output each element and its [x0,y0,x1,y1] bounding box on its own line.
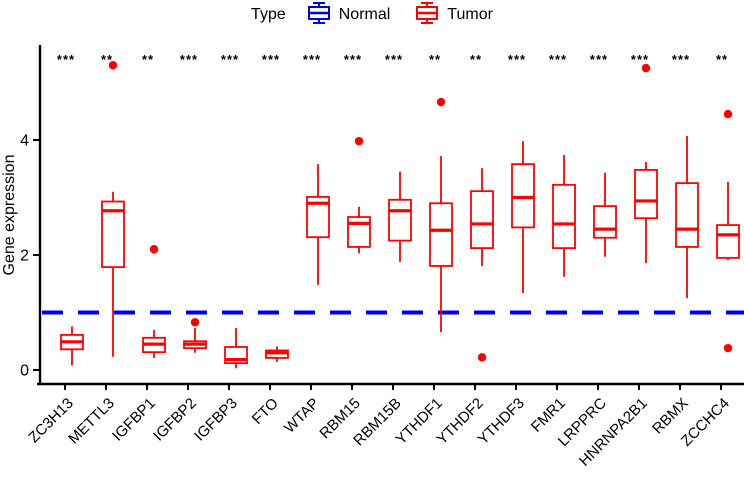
box-ZC3H13 [60,326,84,366]
iqr-box [470,190,494,250]
iqr-box [511,163,535,229]
tumor-boxplot-icon [416,1,439,24]
x-tick-label-IGFBP2: IGFBP2 [150,395,200,445]
significance-label-FTO: *** [262,52,280,67]
outlier-dot [436,97,446,107]
box-RBM15 [347,136,371,254]
significance-label-YTHDF2: ** [470,52,482,67]
box-FMR1 [552,154,576,277]
x-tick-label-IGFBP1: IGFBP1 [109,395,159,445]
box-RBMX [675,135,699,299]
iqr-box [675,182,699,248]
legend-label-normal: Normal [338,6,391,23]
box-WTAP [306,164,330,285]
x-tick-label-FTO: FTO [249,395,282,428]
significance-label-IGFBP3: *** [221,52,239,67]
box-IGFBP1 [142,245,166,358]
outlier-dot [723,343,733,353]
iqr-box [306,196,330,239]
box-HNRNPA2B1 [634,63,658,264]
box-FTO [265,346,289,362]
box-RBM15B [388,171,412,262]
iqr-box [388,198,412,242]
box-IGFBP3 [224,328,248,369]
box-YTHDF2 [470,168,494,362]
iqr-box [593,205,617,239]
significance-label-IGFBP1: ** [142,52,154,67]
box-YTHDF3 [511,141,535,293]
box-LRPPRC [593,172,617,257]
legend-entry-tumor: Tumor [414,1,493,30]
significance-label-METTL3: ** [101,52,113,67]
significance-label-RBM15B: *** [385,52,403,67]
significance-label-ZC3H13: *** [57,52,75,67]
outlier-dot [149,245,159,254]
y-tick-label: 2 [20,248,29,265]
box-IGFBP2 [183,318,207,353]
x-tick-label-IGFBP3: IGFBP3 [191,395,241,445]
legend-label-tumor: Tumor [447,6,493,23]
iqr-box [716,224,740,259]
outlier-dot [723,109,733,119]
outlier-dot [354,136,364,146]
box-METTL3 [101,61,125,357]
significance-label-LRPPRC: *** [590,52,608,67]
box-YTHDF1 [429,97,453,333]
y-axis-title: Gene expression [1,155,18,276]
significance-label-RBMX: *** [672,52,690,67]
y-tick-label: 4 [20,133,29,150]
significance-label-WTAP: *** [303,52,321,67]
boxplot-glyph-tumor-icon [414,1,440,30]
iqr-box [347,216,371,248]
iqr-box [101,200,125,268]
legend-entry-normal: Normal [306,1,391,30]
box-ZCCHC4 [716,109,740,353]
significance-label-FMR1: *** [549,52,567,67]
legend-title: Type [251,6,286,23]
iqr-box [429,202,453,267]
iqr-box [552,183,576,250]
significance-label-RBM15: *** [344,52,362,67]
significance-label-YTHDF1: ** [429,52,441,67]
iqr-box [634,168,658,220]
boxplot-glyph-normal-icon [306,1,332,30]
significance-label-IGFBP2: *** [180,52,198,67]
chart-legend: Type Normal Tumor [0,1,744,30]
significance-label-ZCCHC4: ** [716,52,728,67]
x-tick-label-METTL3: METTL3 [65,395,118,448]
outlier-dot [477,353,487,362]
outlier-dot [190,318,200,327]
significance-label-YTHDF3: *** [508,52,526,67]
significance-label-HNRNPA2B1: *** [631,52,649,67]
y-tick-label: 0 [20,363,29,380]
outlier-dot [108,61,118,70]
outlier-dot [641,63,651,73]
normal-boxplot-icon [307,1,330,24]
